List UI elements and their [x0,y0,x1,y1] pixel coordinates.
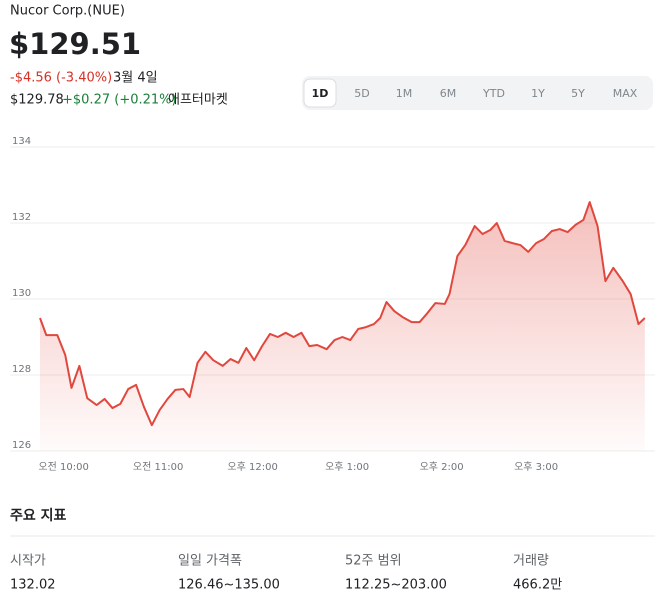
stock-title: Nucor Corp.(NUE) [10,4,125,19]
tab[interactable]: 1Y [531,87,545,100]
stat-label: 거래량 [513,554,549,569]
y-tick-label: 134 [12,136,31,147]
section-title: 주요 지표 [10,508,67,524]
date: 3월 4일 [113,71,158,86]
x-tick-label: 오후 12:00 [227,461,277,473]
y-tick-label: 132 [12,212,31,223]
x-tick-label: 오후 1:00 [325,461,369,473]
area [40,202,645,451]
y-tick-label: 128 [12,364,31,375]
after-price: $129.78 [10,93,64,108]
x-tick-label: 오전 11:00 [133,461,183,473]
tab[interactable]: 5D [354,87,369,100]
x-tick-label: 오전 10:00 [38,461,88,473]
tab-bar [302,76,653,110]
tab[interactable]: YTD [482,87,505,100]
stat-value: 112.25~203.00 [345,578,447,593]
tab[interactable]: 5Y [571,87,585,100]
y-tick-label: 130 [12,288,31,299]
after-label: 애프터마켓 [168,93,228,108]
tab[interactable]: 1M [396,87,413,100]
stat-label: 52주 범위 [345,554,402,569]
x-tick-label: 오후 3:00 [514,461,558,473]
y-tick-label: 126 [12,440,31,451]
stat-value: 132.02 [10,578,56,593]
stat-value: 466.2만 [513,578,562,593]
tab[interactable]: 1D [312,87,329,100]
price: $129.51 [9,27,141,61]
tab-selected[interactable] [303,78,337,108]
x-tick-label: 오후 2:00 [420,461,464,473]
stat-label: 일일 가격폭 [178,554,242,569]
change: -$4.56 (-3.40%) [10,71,112,86]
after-change: +$0.27 (+0.21%) [62,93,177,108]
tab[interactable]: MAX [613,87,638,100]
price-line [39,201,646,427]
stat-value: 126.46~135.00 [178,578,280,593]
tab[interactable]: 6M [440,87,457,100]
stat-label: 시작가 [10,554,46,569]
